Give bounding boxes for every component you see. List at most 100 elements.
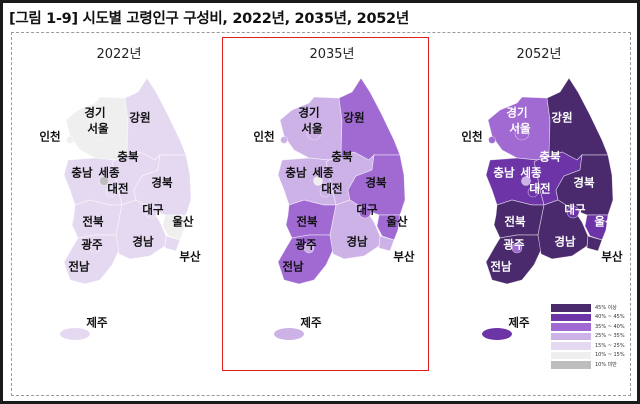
region-label-광주: 광주 xyxy=(295,238,317,252)
region-label-대구: 대구 xyxy=(142,203,164,217)
region-label-충남: 충남 xyxy=(493,166,515,180)
region-광주 xyxy=(511,242,523,254)
legend-label: 40% ~ 45% xyxy=(595,314,625,321)
region-label-인천: 인천 xyxy=(39,130,60,144)
region-label-대구: 대구 xyxy=(356,203,378,217)
region-label-울산: 울산 xyxy=(172,215,194,229)
region-label-충북: 충북 xyxy=(539,150,561,164)
region-label-광주: 광주 xyxy=(81,238,103,252)
region-label-세종: 세종 xyxy=(520,166,542,180)
region-label-울산: 울산 xyxy=(594,215,616,229)
figure-title: [그림 1-9] 시도별 고령인구 구성비, 2022년, 2035년, 205… xyxy=(9,11,409,27)
region-label-인천: 인천 xyxy=(461,130,482,144)
region-인천 xyxy=(488,136,496,144)
region-label-인천: 인천 xyxy=(253,130,274,144)
region-label-대전: 대전 xyxy=(529,182,550,196)
highlight-box-2035 xyxy=(222,37,429,371)
map-year-2035: 2035년 xyxy=(309,47,355,62)
region-서울 xyxy=(306,125,322,141)
region-세종 xyxy=(521,176,531,186)
region-전남 xyxy=(63,234,120,285)
region-대구 xyxy=(144,205,158,219)
legend-item: 40% ~ 45% xyxy=(551,313,625,323)
legend-swatch xyxy=(551,304,591,312)
region-label-경북: 경북 xyxy=(365,176,387,190)
map-year-2022: 2022년 xyxy=(96,47,142,62)
legend-label: 10% 미만 xyxy=(595,362,617,369)
region-대구 xyxy=(358,205,372,219)
region-label-대전: 대전 xyxy=(107,182,128,196)
region-전남 xyxy=(277,234,334,285)
region-label-제주: 제주 xyxy=(300,316,322,330)
legend-item: 45% 이상 xyxy=(551,303,625,313)
region-label-서울: 서울 xyxy=(301,122,323,136)
region-광주 xyxy=(89,242,101,254)
region-label-부산: 부산 xyxy=(393,250,415,264)
region-label-세종: 세종 xyxy=(98,166,120,180)
region-label-제주: 제주 xyxy=(86,316,108,330)
region-label-충남: 충남 xyxy=(285,166,307,180)
region-label-세종: 세종 xyxy=(312,166,334,180)
region-부산 xyxy=(164,235,181,252)
region-label-경기: 경기 xyxy=(506,106,527,120)
map-year-2052: 2052년 xyxy=(516,47,562,62)
region-경북 xyxy=(133,154,192,216)
region-label-서울: 서울 xyxy=(509,122,531,136)
region-경북 xyxy=(555,154,614,216)
region-경북 xyxy=(347,154,406,216)
region-label-대전: 대전 xyxy=(321,182,342,196)
region-서울 xyxy=(92,125,108,141)
region-label-부산: 부산 xyxy=(179,250,201,264)
legend-item: 10% ~ 15% xyxy=(551,351,625,361)
region-label-부산: 부산 xyxy=(601,250,623,264)
region-대전 xyxy=(105,186,117,198)
region-label-경남: 경남 xyxy=(554,235,576,249)
region-label-서울: 서울 xyxy=(87,122,109,136)
region-label-충북: 충북 xyxy=(331,150,353,164)
legend-label: 35% ~ 40% xyxy=(595,323,625,330)
legend-item: 15% ~ 25% xyxy=(551,341,625,351)
region-대전 xyxy=(527,186,539,198)
region-label-광주: 광주 xyxy=(503,238,525,252)
region-전남 xyxy=(485,234,542,285)
legend-item: 25% ~ 35% xyxy=(551,332,625,342)
region-label-충북: 충북 xyxy=(117,150,139,164)
legend-swatch xyxy=(551,323,591,331)
figure-frame xyxy=(11,32,631,396)
region-label-충남: 충남 xyxy=(71,166,93,180)
legend-label: 25% ~ 35% xyxy=(595,333,625,340)
region-label-전남: 전남 xyxy=(282,260,304,274)
region-label-강원: 강원 xyxy=(551,111,572,125)
legend-swatch xyxy=(551,342,591,350)
region-label-전북: 전북 xyxy=(82,215,104,229)
region-대전 xyxy=(319,186,331,198)
region-label-경남: 경남 xyxy=(346,235,368,249)
legend-label: 45% 이상 xyxy=(595,305,617,312)
legend-swatch xyxy=(551,313,591,321)
region-인천 xyxy=(280,136,288,144)
legend-swatch xyxy=(551,361,591,369)
region-서울 xyxy=(514,125,530,141)
region-label-경기: 경기 xyxy=(298,106,319,120)
legend-swatch xyxy=(551,351,591,359)
legend-swatch xyxy=(551,332,591,340)
region-label-전남: 전남 xyxy=(68,260,90,274)
region-세종 xyxy=(313,176,323,186)
legend: 45% 이상 40% ~ 45% 35% ~ 40% 25% ~ 35% 15%… xyxy=(551,303,625,370)
region-label-울산: 울산 xyxy=(386,215,408,229)
legend-item: 10% 미만 xyxy=(551,360,625,370)
region-세종 xyxy=(99,176,109,186)
region-label-전남: 전남 xyxy=(490,260,512,274)
region-부산 xyxy=(586,235,603,252)
region-대구 xyxy=(566,205,580,219)
region-제주 xyxy=(274,328,304,340)
region-label-제주: 제주 xyxy=(508,316,530,330)
region-label-경남: 경남 xyxy=(132,235,154,249)
region-label-강원: 강원 xyxy=(343,111,364,125)
figure-page: [그림 1-9] 시도별 고령인구 구성비, 2022년, 2035년, 205… xyxy=(3,3,637,401)
region-label-경북: 경북 xyxy=(573,176,595,190)
